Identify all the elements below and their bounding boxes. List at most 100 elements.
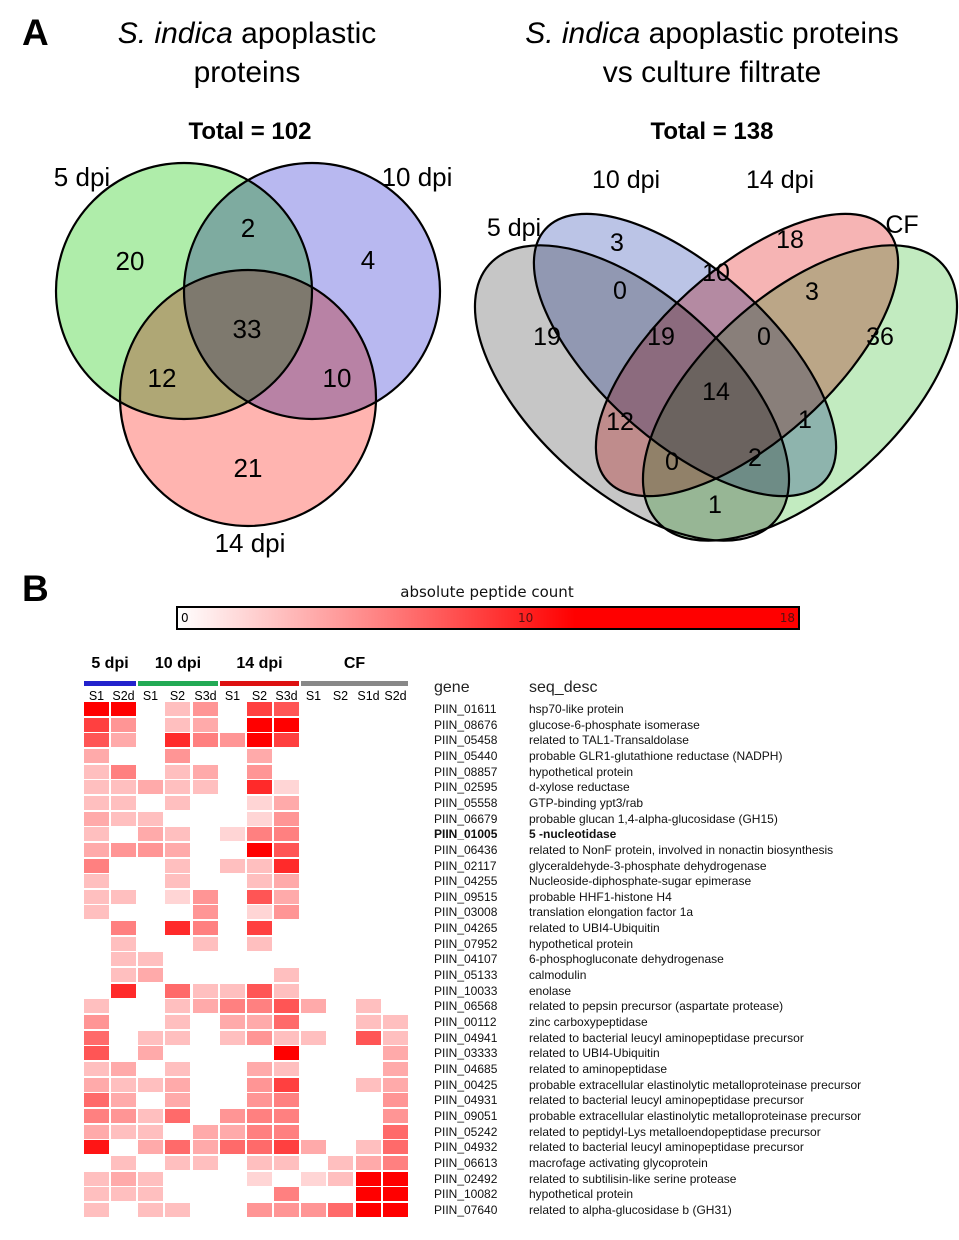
heatmap-cell bbox=[193, 702, 218, 716]
heatmap-cell bbox=[247, 702, 272, 716]
heatmap-cell bbox=[356, 1187, 381, 1201]
heatmap-cell bbox=[356, 1031, 381, 1045]
heatmap-cell bbox=[220, 1031, 245, 1045]
venn4-ellipse-cf bbox=[641, 244, 959, 542]
gene-desc-label: hypothetical protein bbox=[529, 1187, 634, 1201]
heatmap-cell bbox=[84, 1093, 109, 1107]
venn4-count-s10_cf: 1 bbox=[798, 406, 812, 434]
venn4-setlabel-s14: 14 dpi bbox=[746, 166, 814, 194]
heatmap-cell bbox=[84, 1046, 109, 1060]
heatmap-cell bbox=[247, 1031, 272, 1045]
venn3-total: Total = 102 bbox=[188, 118, 312, 145]
heatmap-cell bbox=[383, 1031, 408, 1045]
heatmap-cell bbox=[274, 905, 299, 919]
heatmap-cell bbox=[193, 1140, 218, 1154]
gene-id-label: PIIN_05242 bbox=[434, 1125, 498, 1139]
gene-desc-label: d-xylose reductase bbox=[529, 780, 630, 794]
heatmap-cell bbox=[247, 1109, 272, 1123]
heatmap-cell bbox=[356, 1078, 381, 1092]
gene-desc-label: related to bacterial leucyl aminopeptida… bbox=[529, 1140, 804, 1154]
gene-id-label: PIIN_09051 bbox=[434, 1109, 498, 1123]
gene-id-label: PIIN_04941 bbox=[434, 1031, 498, 1045]
heatmap-cell bbox=[111, 812, 136, 826]
heatmap-cell bbox=[165, 1109, 190, 1123]
heatmap-cell bbox=[274, 968, 299, 982]
colorbar-title: absolute peptide count bbox=[400, 583, 574, 601]
gene-desc-label: related to bacterial leucyl aminopeptida… bbox=[529, 1093, 804, 1107]
heatmap-cell bbox=[274, 1046, 299, 1060]
heatmap-cell bbox=[274, 702, 299, 716]
heatmap-cell bbox=[84, 718, 109, 732]
heatmap-cell bbox=[274, 1109, 299, 1123]
heatmap-cell bbox=[138, 1172, 163, 1186]
heatmap-cell bbox=[247, 999, 272, 1013]
heatmap-cell bbox=[301, 1172, 326, 1186]
heatmap-cell bbox=[274, 1031, 299, 1045]
column-label-4: S3d bbox=[194, 689, 217, 703]
heatmap-cell bbox=[193, 718, 218, 732]
venn4-count-s5_s14: 12 bbox=[606, 408, 634, 436]
gene-id-label: PIIN_05133 bbox=[434, 968, 498, 982]
column-label-10: S1d bbox=[357, 689, 380, 703]
heatmap-cell bbox=[220, 984, 245, 998]
heatmap-cell bbox=[165, 1093, 190, 1107]
gene-id-label: PIIN_01005 bbox=[434, 827, 498, 841]
gene-desc-label: hypothetical protein bbox=[529, 765, 634, 779]
heatmap-cell bbox=[84, 1187, 109, 1201]
column-label-11: S2d bbox=[384, 689, 407, 703]
heatmap-cell bbox=[111, 1125, 136, 1139]
heatmap-cell bbox=[84, 733, 109, 747]
heatmap-cell bbox=[84, 780, 109, 794]
heatmap-cell bbox=[383, 1172, 408, 1186]
column-label-7: S3d bbox=[275, 689, 298, 703]
heatmap-cell bbox=[247, 796, 272, 810]
venn4-count-cf: 36 bbox=[866, 323, 894, 351]
heatmap-cell bbox=[247, 765, 272, 779]
heatmap-cell bbox=[301, 1203, 326, 1217]
heatmap-cell bbox=[383, 1187, 408, 1201]
heatmap-cell bbox=[138, 1109, 163, 1123]
panel-b-label: B bbox=[22, 568, 49, 609]
gene-desc-label: zinc carboxypeptidase bbox=[529, 1015, 648, 1029]
heatmap-cell bbox=[84, 827, 109, 841]
heatmap-cell bbox=[383, 1062, 408, 1076]
heatmap-cell bbox=[138, 1187, 163, 1201]
heatmap-cell bbox=[247, 1093, 272, 1107]
gene-desc-label: related to aminopeptidase bbox=[529, 1062, 668, 1076]
heatmap-cell bbox=[328, 1172, 353, 1186]
heatmap-cell bbox=[138, 843, 163, 857]
venn4-setlabel-s5: 5 dpi bbox=[487, 214, 541, 242]
heatmap-cell bbox=[165, 874, 190, 888]
gene-id-label: PIIN_05458 bbox=[434, 733, 498, 747]
heatmap-cell bbox=[274, 1187, 299, 1201]
gene-id-label: PIIN_08857 bbox=[434, 765, 498, 779]
colorbar: 0 10 18 bbox=[176, 606, 800, 630]
group-bar-10dpi bbox=[138, 681, 218, 686]
heatmap-cell bbox=[138, 1078, 163, 1092]
heatmap-cell bbox=[247, 921, 272, 935]
heatmap-cell bbox=[247, 812, 272, 826]
heatmap-cell bbox=[193, 780, 218, 794]
heatmap-cell bbox=[138, 1125, 163, 1139]
venn3-title-rest: apoplastic bbox=[232, 17, 377, 50]
heatmap-cell bbox=[111, 733, 136, 747]
heatmap-cell bbox=[111, 796, 136, 810]
desc-column-header: seq_desc bbox=[529, 679, 598, 696]
heatmap-cell bbox=[84, 1078, 109, 1092]
heatmap-cell bbox=[193, 733, 218, 747]
heatmap-cell bbox=[111, 952, 136, 966]
gene-id-label: PIIN_08676 bbox=[434, 718, 498, 732]
heatmap-cell bbox=[193, 1156, 218, 1170]
heatmap-cell bbox=[383, 1015, 408, 1029]
heatmap-cell bbox=[328, 1203, 353, 1217]
heatmap-cell bbox=[84, 1140, 109, 1154]
heatmap-cell bbox=[84, 1062, 109, 1076]
colorbar-tick-mid: 10 bbox=[518, 611, 534, 625]
venn4-title: S. indica apoplastic proteins vs culture… bbox=[472, 14, 952, 92]
heatmap-cell bbox=[138, 1203, 163, 1217]
gene-id-label: PIIN_06679 bbox=[434, 812, 498, 826]
gene-desc-label: probable extracellular elastinolytic met… bbox=[529, 1078, 862, 1092]
heatmap-cell bbox=[111, 921, 136, 935]
venn4-total: Total = 138 bbox=[650, 118, 774, 145]
